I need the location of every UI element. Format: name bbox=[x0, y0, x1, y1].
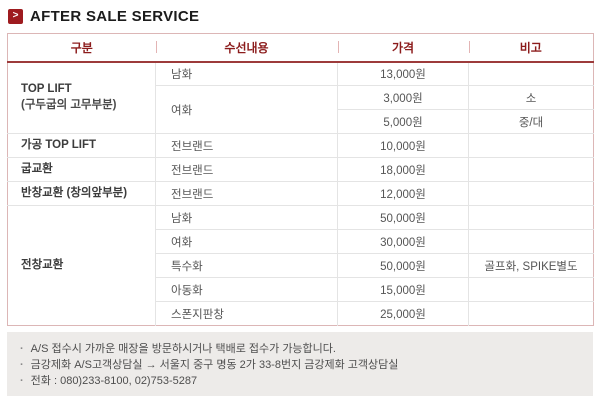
note-cell bbox=[468, 229, 594, 254]
footer-note-text: 전화 : 080)233-8100, 02)753-5287 bbox=[30, 375, 198, 387]
price-cell: 30,000원 bbox=[337, 229, 469, 254]
price-cell: 15,000원 bbox=[337, 277, 469, 302]
footer-note: · 금강제화 A/S고객상담실 → 서울지 중구 명동 2가 33-8번지 금강… bbox=[20, 357, 580, 373]
category-cell: 굽교환 bbox=[7, 157, 156, 182]
item-cell: 특수화 bbox=[155, 253, 338, 278]
category-cell: 반창교환 (창의앞부분) bbox=[7, 181, 156, 206]
chevron-right-icon: > bbox=[8, 9, 23, 24]
item-cell: 스폰지판창 bbox=[155, 301, 338, 326]
table-header: 구분 수선내용 가격 비고 bbox=[7, 33, 594, 63]
page-container: > AFTER SALE SERVICE 구분 수선내용 가격 비고 TOP L… bbox=[7, 8, 594, 396]
footer-note-text: 금강제화 A/S고객상담실 → 서울지 중구 명동 2가 33-8번지 금강제화… bbox=[30, 359, 399, 371]
note-cell: 중/대 bbox=[468, 109, 594, 134]
service-price-table: 구분 수선내용 가격 비고 TOP LIFT (구두굽의 고무부분) 남화 13,00… bbox=[7, 33, 594, 326]
category-cell: 전창교환 bbox=[7, 205, 156, 326]
category-cell: TOP LIFT (구두굽의 고무부분) bbox=[7, 61, 156, 134]
note-cell bbox=[468, 157, 594, 182]
table-row: 여화 3,000원 소 bbox=[8, 85, 594, 134]
bullet-icon: · bbox=[20, 343, 24, 355]
note-cell bbox=[468, 205, 594, 230]
note-cell bbox=[468, 133, 594, 158]
item-cell: 여화 bbox=[155, 229, 338, 254]
item-cell: 여화 bbox=[155, 85, 338, 134]
table-row: 굽교환 전브랜드 18,000원 bbox=[7, 157, 594, 182]
table-row: 아동화 15,000원 bbox=[8, 277, 594, 302]
price-cell: 3,000원 bbox=[337, 85, 469, 110]
price-cell: 25,000원 bbox=[337, 301, 469, 326]
page-title: AFTER SALE SERVICE bbox=[30, 8, 200, 25]
table-row: 5,000원 중/대 bbox=[8, 109, 594, 134]
price-cell: 12,000원 bbox=[337, 181, 469, 206]
note-cell bbox=[468, 61, 594, 86]
footer-note-text: A/S 접수시 가까운 매장을 방문하시거나 택배로 접수가 가능합니다. bbox=[30, 343, 336, 355]
price-cell: 5,000원 bbox=[337, 109, 469, 134]
table-row: 반창교환 (창의앞부분) 전브랜드 12,000원 bbox=[7, 181, 594, 206]
item-cell: 전브랜드 bbox=[155, 181, 338, 206]
note-cell bbox=[468, 181, 594, 206]
price-cell: 50,000원 bbox=[337, 205, 469, 230]
price-cell: 13,000원 bbox=[337, 61, 469, 86]
item-cell: 아동화 bbox=[155, 277, 338, 302]
note-cell: 골프화, SPIKE별도 bbox=[468, 253, 594, 278]
column-header-price: 가격 bbox=[337, 33, 469, 63]
table-row: TOP LIFT (구두굽의 고무부분) 남화 13,000원 bbox=[7, 61, 594, 134]
service-table-body: TOP LIFT (구두굽의 고무부분) 남화 13,000원 여화 3,000원 소 5,0… bbox=[7, 61, 594, 326]
note-cell: 소 bbox=[468, 85, 594, 110]
bullet-icon: · bbox=[20, 375, 24, 387]
column-header-category: 구분 bbox=[7, 33, 156, 63]
footer-note: · 전화 : 080)233-8100, 02)753-5287 bbox=[20, 373, 580, 389]
item-cell: 남화 bbox=[155, 61, 338, 86]
price-cell: 18,000원 bbox=[337, 157, 469, 182]
footer-notes-box: · A/S 접수시 가까운 매장을 방문하시거나 택배로 접수가 가능합니다. … bbox=[7, 332, 593, 396]
column-header-repair-content: 수선내용 bbox=[155, 33, 338, 63]
price-cell: 50,000원 bbox=[337, 253, 469, 278]
section-titlebar: > AFTER SALE SERVICE bbox=[8, 8, 593, 25]
price-cell: 10,000원 bbox=[337, 133, 469, 158]
table-row: 가공 TOP LIFT 전브랜드 10,000원 bbox=[7, 133, 594, 158]
column-header-note: 비고 bbox=[468, 33, 594, 63]
category-cell: 가공 TOP LIFT bbox=[7, 133, 156, 158]
table-row: 전창교환 남화 50,000원 bbox=[7, 205, 594, 326]
item-cell: 전브랜드 bbox=[155, 157, 338, 182]
item-cell: 전브랜드 bbox=[155, 133, 338, 158]
table-row: 스폰지판창 25,000원 bbox=[8, 301, 594, 326]
bullet-icon: · bbox=[20, 359, 24, 371]
footer-note: · A/S 접수시 가까운 매장을 방문하시거나 택배로 접수가 가능합니다. bbox=[20, 341, 580, 357]
note-cell bbox=[468, 277, 594, 302]
note-cell bbox=[468, 301, 594, 326]
table-row: 여화 30,000원 bbox=[8, 229, 594, 254]
table-row: 특수화 50,000원 골프화, SPIKE별도 bbox=[8, 253, 594, 278]
table-header-row: 구분 수선내용 가격 비고 bbox=[7, 33, 594, 63]
item-cell: 남화 bbox=[155, 205, 338, 230]
